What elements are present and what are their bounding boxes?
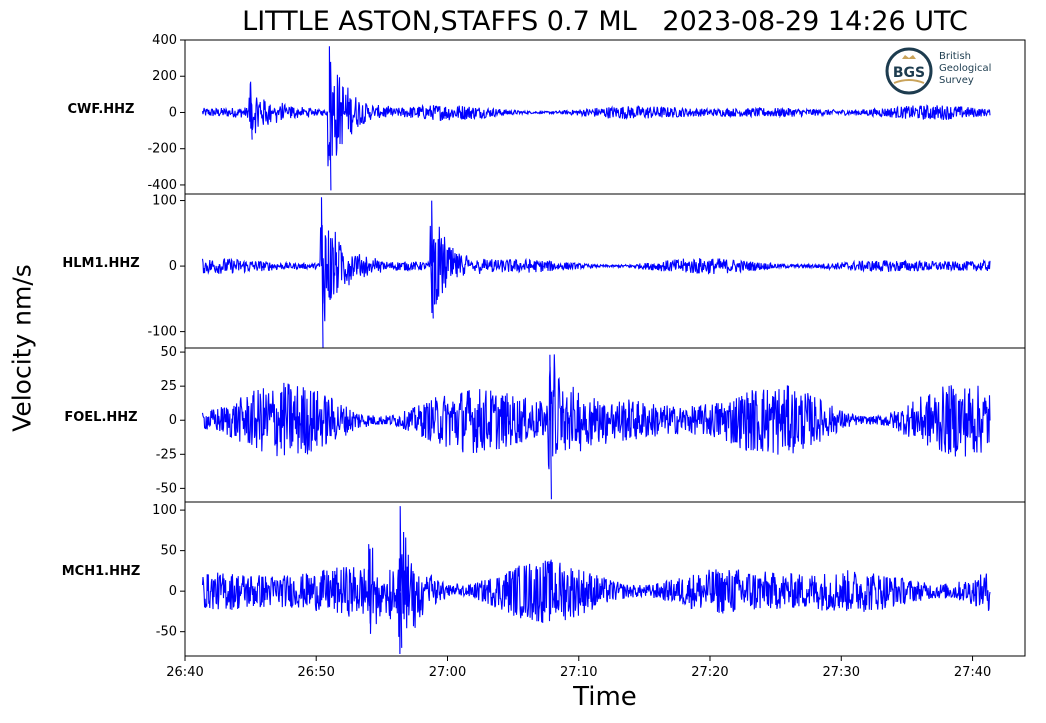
waveform-hlm1-hhz — [201, 197, 991, 349]
y-tick-label: -50 — [156, 481, 177, 496]
bgs-logo-line: Geological — [939, 63, 992, 74]
waveform-mch1-hhz — [201, 506, 991, 655]
bgs-logo: BGS British Geological Survey — [884, 46, 1004, 96]
x-axis-label: Time — [573, 682, 637, 712]
y-tick-label: 0 — [169, 105, 177, 120]
y-tick-label: 0 — [169, 259, 177, 274]
y-tick-label: 200 — [152, 69, 177, 84]
y-tick-label: 0 — [169, 413, 177, 428]
y-tick-label: -200 — [147, 142, 177, 157]
waveform-cwf-hhz — [201, 46, 991, 191]
x-tick-label: 27:30 — [823, 665, 860, 680]
y-tick-label: 400 — [152, 33, 177, 48]
y-tick-label: -50 — [156, 625, 177, 640]
waveform-foel-hhz — [201, 354, 991, 500]
channel-label-hlm1: HLM1.HHZ — [62, 256, 140, 271]
y-tick-label: 25 — [160, 379, 177, 394]
channel-label-foel: FOEL.HHZ — [64, 410, 138, 425]
x-tick-label: 26:50 — [297, 665, 334, 680]
bgs-logo-text: British Geological Survey — [939, 51, 991, 87]
y-tick-label: -25 — [156, 447, 177, 462]
x-tick-label: 27:00 — [429, 665, 466, 680]
y-tick-label: -400 — [147, 178, 177, 193]
bgs-logo-initials: BGS — [893, 65, 925, 81]
x-tick-label: 27:40 — [954, 665, 991, 680]
bgs-logo-line: Survey — [939, 75, 974, 86]
y-tick-label: -100 — [147, 325, 177, 340]
y-tick-label: 0 — [169, 584, 177, 599]
chart-title: LITTLE ASTON,STAFFS 0.7 ML 2023-08-29 14… — [242, 6, 968, 37]
y-tick-label: 50 — [160, 345, 177, 360]
panel-frame — [184, 193, 1026, 349]
y-tick-label: 100 — [152, 194, 177, 209]
channel-label-mch1: MCH1.HHZ — [61, 564, 141, 579]
bgs-logo-mark: BGS — [885, 47, 933, 95]
y-tick-label: 50 — [160, 544, 177, 559]
y-tick-label: 100 — [152, 503, 177, 518]
channel-label-cwf: CWF.HHZ — [67, 102, 135, 117]
panel-frame — [184, 501, 1026, 657]
x-tick-label: 26:40 — [166, 665, 203, 680]
x-tick-label: 27:20 — [691, 665, 728, 680]
bgs-logo-line: British — [939, 51, 971, 62]
x-tick-label: 27:10 — [560, 665, 597, 680]
